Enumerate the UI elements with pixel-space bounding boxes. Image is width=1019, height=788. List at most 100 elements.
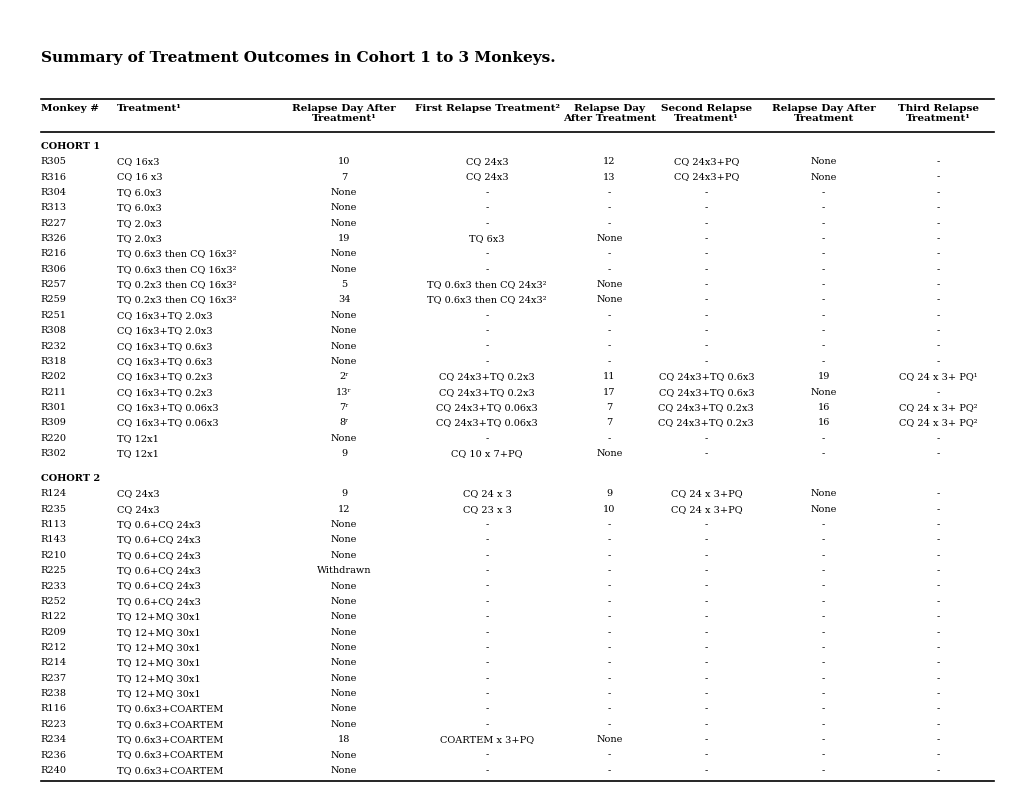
Text: -: - bbox=[704, 234, 707, 243]
Text: COARTEM x 3+PQ: COARTEM x 3+PQ bbox=[439, 735, 534, 744]
Text: -: - bbox=[704, 735, 707, 744]
Text: None: None bbox=[596, 280, 622, 289]
Text: R236: R236 bbox=[41, 750, 66, 760]
Text: CQ 16x3+TQ 0.6x3: CQ 16x3+TQ 0.6x3 bbox=[117, 357, 213, 366]
Text: 18: 18 bbox=[337, 735, 351, 744]
Text: None: None bbox=[596, 296, 622, 304]
Text: -: - bbox=[485, 357, 488, 366]
Text: -: - bbox=[704, 249, 707, 258]
Text: -: - bbox=[821, 449, 824, 458]
Text: -: - bbox=[821, 612, 824, 621]
Text: TQ 2.0x3: TQ 2.0x3 bbox=[117, 218, 162, 228]
Text: -: - bbox=[935, 766, 940, 775]
Text: None: None bbox=[331, 433, 357, 443]
Text: -: - bbox=[821, 551, 824, 559]
Text: CQ 24x3+PQ: CQ 24x3+PQ bbox=[673, 173, 739, 181]
Text: CQ 16x3+TQ 2.0x3: CQ 16x3+TQ 2.0x3 bbox=[117, 310, 213, 320]
Text: -: - bbox=[821, 750, 824, 760]
Text: -: - bbox=[704, 341, 707, 351]
Text: R214: R214 bbox=[41, 658, 67, 667]
Text: None: None bbox=[810, 504, 836, 514]
Text: -: - bbox=[704, 326, 707, 335]
Text: -: - bbox=[821, 689, 824, 698]
Text: -: - bbox=[821, 296, 824, 304]
Text: -: - bbox=[704, 535, 707, 545]
Text: -: - bbox=[485, 597, 488, 606]
Text: -: - bbox=[607, 658, 610, 667]
Text: -: - bbox=[935, 388, 940, 396]
Text: R220: R220 bbox=[41, 433, 66, 443]
Text: CQ 24x3+TQ 0.2x3: CQ 24x3+TQ 0.2x3 bbox=[439, 388, 534, 396]
Text: CQ 24 x 3+ PQ²: CQ 24 x 3+ PQ² bbox=[899, 418, 976, 427]
Text: 13: 13 bbox=[602, 173, 615, 181]
Text: None: None bbox=[596, 234, 622, 243]
Text: TQ 0.6+CQ 24x3: TQ 0.6+CQ 24x3 bbox=[117, 535, 201, 545]
Text: CQ 24x3+PQ: CQ 24x3+PQ bbox=[673, 158, 739, 166]
Text: -: - bbox=[485, 704, 488, 713]
Text: -: - bbox=[935, 234, 940, 243]
Text: CQ 10 x 7+PQ: CQ 10 x 7+PQ bbox=[450, 449, 523, 458]
Text: None: None bbox=[331, 341, 357, 351]
Text: COHORT 2: COHORT 2 bbox=[41, 474, 100, 483]
Text: -: - bbox=[821, 218, 824, 228]
Text: R305: R305 bbox=[41, 158, 66, 166]
Text: -: - bbox=[821, 249, 824, 258]
Text: R304: R304 bbox=[41, 188, 66, 197]
Text: -: - bbox=[704, 719, 707, 729]
Text: -: - bbox=[935, 535, 940, 545]
Text: -: - bbox=[935, 158, 940, 166]
Text: -: - bbox=[935, 735, 940, 744]
Text: -: - bbox=[821, 520, 824, 529]
Text: -: - bbox=[935, 627, 940, 637]
Text: -: - bbox=[704, 357, 707, 366]
Text: -: - bbox=[485, 535, 488, 545]
Text: -: - bbox=[704, 689, 707, 698]
Text: -: - bbox=[704, 582, 707, 590]
Text: None: None bbox=[331, 719, 357, 729]
Text: R124: R124 bbox=[41, 489, 67, 498]
Text: -: - bbox=[821, 582, 824, 590]
Text: TQ 0.6x3 then CQ 24x3²: TQ 0.6x3 then CQ 24x3² bbox=[427, 280, 546, 289]
Text: -: - bbox=[935, 658, 940, 667]
Text: None: None bbox=[810, 489, 836, 498]
Text: 7: 7 bbox=[340, 173, 347, 181]
Text: -: - bbox=[704, 750, 707, 760]
Text: CQ 24 x 3+PQ: CQ 24 x 3+PQ bbox=[669, 489, 742, 498]
Text: R316: R316 bbox=[41, 173, 66, 181]
Text: -: - bbox=[485, 249, 488, 258]
Text: -: - bbox=[704, 449, 707, 458]
Text: TQ 0.6x3+COARTEM: TQ 0.6x3+COARTEM bbox=[117, 719, 223, 729]
Text: 12: 12 bbox=[602, 158, 615, 166]
Text: None: None bbox=[331, 310, 357, 320]
Text: 13ʳ: 13ʳ bbox=[336, 388, 352, 396]
Text: -: - bbox=[704, 658, 707, 667]
Text: None: None bbox=[810, 388, 836, 396]
Text: R233: R233 bbox=[41, 582, 67, 590]
Text: -: - bbox=[935, 643, 940, 652]
Text: -: - bbox=[935, 551, 940, 559]
Text: None: None bbox=[331, 766, 357, 775]
Text: -: - bbox=[607, 218, 610, 228]
Text: TQ 12+MQ 30x1: TQ 12+MQ 30x1 bbox=[117, 674, 201, 682]
Text: TQ 6.0x3: TQ 6.0x3 bbox=[117, 188, 162, 197]
Text: Relapse Day After
Treatment¹: Relapse Day After Treatment¹ bbox=[292, 104, 395, 124]
Text: -: - bbox=[485, 203, 488, 212]
Text: -: - bbox=[821, 326, 824, 335]
Text: -: - bbox=[935, 188, 940, 197]
Text: -: - bbox=[935, 341, 940, 351]
Text: -: - bbox=[935, 203, 940, 212]
Text: -: - bbox=[935, 265, 940, 273]
Text: -: - bbox=[704, 704, 707, 713]
Text: -: - bbox=[607, 535, 610, 545]
Text: None: None bbox=[331, 357, 357, 366]
Text: CQ 24 x 3+PQ: CQ 24 x 3+PQ bbox=[669, 504, 742, 514]
Text: -: - bbox=[485, 658, 488, 667]
Text: -: - bbox=[935, 719, 940, 729]
Text: -: - bbox=[821, 643, 824, 652]
Text: -: - bbox=[607, 310, 610, 320]
Text: Summary of Treatment Outcomes in Cohort 1 to 3 Monkeys.: Summary of Treatment Outcomes in Cohort … bbox=[41, 51, 555, 65]
Text: -: - bbox=[485, 719, 488, 729]
Text: -: - bbox=[607, 750, 610, 760]
Text: Second Relapse
Treatment¹: Second Relapse Treatment¹ bbox=[660, 104, 751, 124]
Text: R212: R212 bbox=[41, 643, 67, 652]
